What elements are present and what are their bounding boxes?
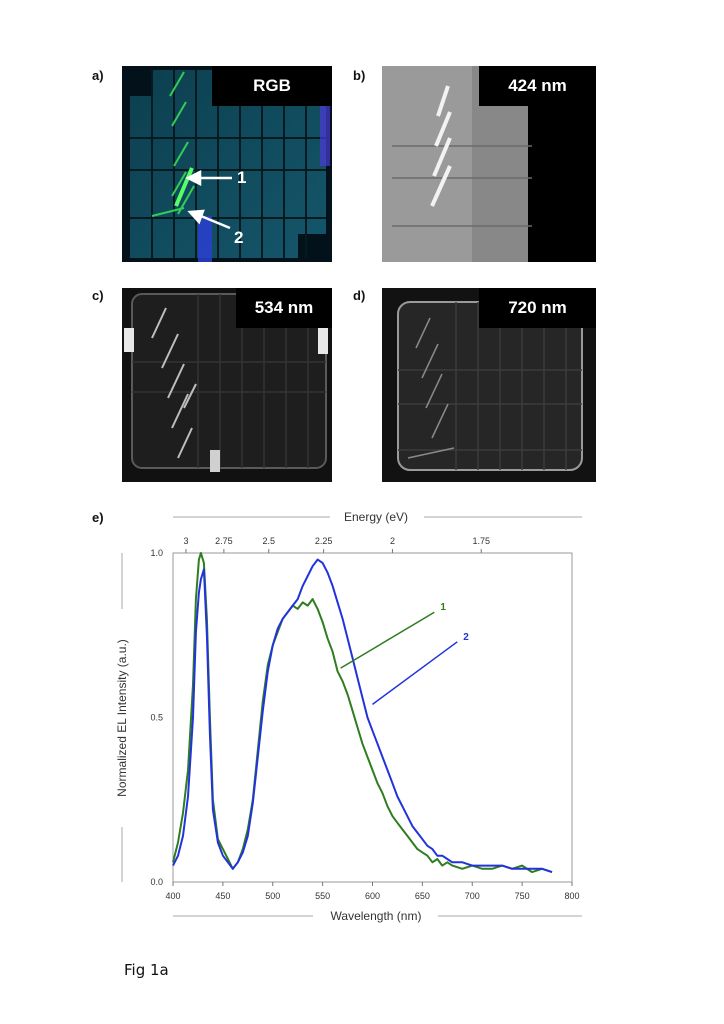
top-tick-label: 3 bbox=[183, 536, 188, 546]
x-tick-label: 700 bbox=[465, 891, 480, 901]
top-axis-title: Energy (eV) bbox=[344, 510, 408, 524]
panel-a-letter: a) bbox=[92, 68, 104, 83]
x-tick-label: 800 bbox=[564, 891, 579, 901]
panel-d-image: 720 nm bbox=[382, 288, 596, 482]
annotation-label-2: 2 bbox=[463, 632, 469, 643]
x-tick-label: 550 bbox=[315, 891, 330, 901]
annotation-line-2 bbox=[372, 641, 458, 705]
panel-c-image: 534 nm bbox=[122, 288, 332, 482]
panel-c-tag: 534 nm bbox=[236, 288, 332, 328]
720nm-el-image bbox=[397, 301, 583, 471]
arrow-label-2: 2 bbox=[234, 228, 244, 247]
top-tick-label: 2.25 bbox=[315, 536, 333, 546]
arrow-label-1: 1 bbox=[237, 168, 247, 187]
x-tick-label: 650 bbox=[415, 891, 430, 901]
top-tick-label: 2.75 bbox=[215, 536, 233, 546]
534nm-el-image bbox=[124, 293, 328, 472]
series-line-1 bbox=[172, 552, 553, 874]
y-tick-label: 0.5 bbox=[150, 713, 163, 723]
panel-c-letter: c) bbox=[92, 288, 104, 303]
arrow-annotations bbox=[185, 169, 232, 230]
x-tick-label: 400 bbox=[165, 891, 180, 901]
x-tick-label: 500 bbox=[265, 891, 280, 901]
el-spectrum-chart: 400 450 500 550 600 650 700 750 800 0.0 0.5 1.0 3 2.7… bbox=[115, 510, 582, 923]
plot-frame bbox=[172, 552, 573, 883]
figure-caption: Fig 1a bbox=[124, 961, 169, 979]
top-tick-label: 1.75 bbox=[472, 536, 490, 546]
x-tick-label: 450 bbox=[215, 891, 230, 901]
panel-a-tag: RGB bbox=[212, 66, 332, 106]
annotation-line-1 bbox=[340, 611, 435, 669]
panel-b-letter: b) bbox=[353, 68, 366, 83]
x-tick-label: 750 bbox=[515, 891, 530, 901]
panel-d-tag: 720 nm bbox=[479, 288, 596, 328]
y-tick-label: 1.0 bbox=[150, 548, 163, 558]
panel-a-image: RGB 1 2 bbox=[122, 66, 332, 262]
series-line-2 bbox=[172, 558, 553, 874]
panel-b-image: 424 nm bbox=[382, 66, 596, 262]
panel-e-letter: e) bbox=[92, 510, 104, 525]
x-axis-title: Wavelength (nm) bbox=[331, 909, 422, 923]
top-tick-label: 2.5 bbox=[263, 536, 276, 546]
top-tick-label: 2 bbox=[390, 536, 395, 546]
y-tick-label: 0.0 bbox=[150, 877, 163, 887]
annotation-label-1: 1 bbox=[440, 602, 446, 613]
panel-b-tag: 424 nm bbox=[479, 66, 596, 106]
panel-d-letter: d) bbox=[353, 288, 366, 303]
x-tick-label: 600 bbox=[365, 891, 380, 901]
y-axis-title: Normalized EL Intensity (a.u.) bbox=[115, 639, 129, 797]
